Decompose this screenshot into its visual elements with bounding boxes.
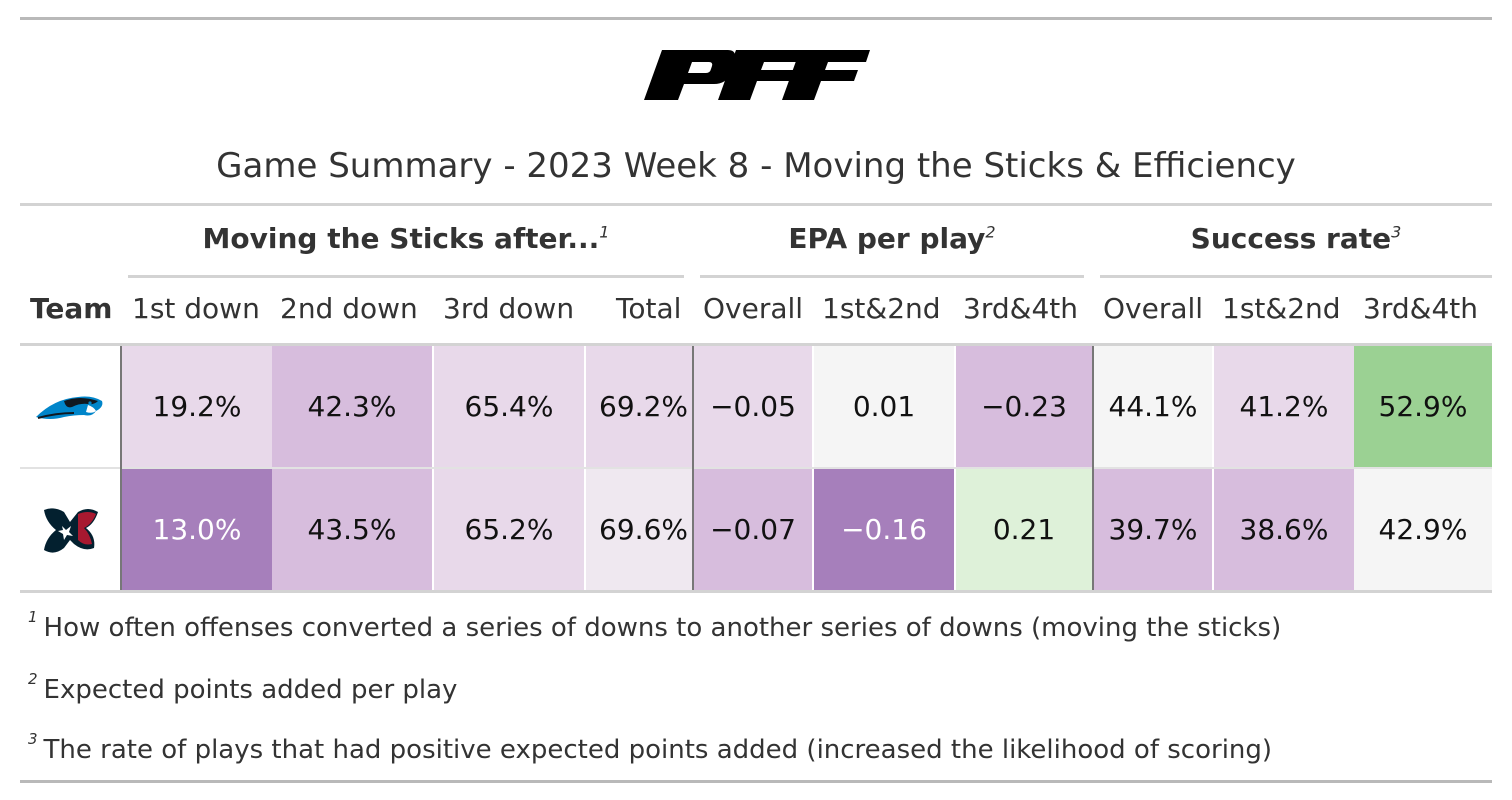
row-divider: [20, 467, 1492, 469]
footnote-text: Expected points added per play: [43, 675, 458, 705]
table-cell: 42.3%: [272, 346, 432, 467]
footnote-1: 1 How often offenses converted a series o…: [28, 608, 1281, 643]
table-cell: 69.6%: [586, 469, 692, 590]
footnote-mark: 1: [28, 608, 38, 626]
spanner-rule: [700, 275, 1084, 278]
column-header-epa-1st-2nd: 1st&2nd: [822, 292, 941, 325]
footnote-text: How often offenses converted a series of…: [43, 613, 1282, 643]
spanner-label: EPA per play: [788, 222, 986, 255]
table-cell: 44.1%: [1094, 346, 1212, 467]
footnote-mark: 1: [599, 222, 610, 242]
column-separator: [692, 346, 694, 590]
footnote-mark: 2: [28, 670, 38, 688]
table-cell: −0.05: [694, 346, 812, 467]
spanner-label: Moving the Sticks after...: [202, 222, 600, 255]
table-cell: 38.6%: [1214, 469, 1354, 590]
column-header-2nd-down: 2nd down: [280, 292, 418, 325]
column-header-total: Total: [616, 292, 682, 325]
carolina-panthers-logo-icon: [36, 396, 103, 419]
column-header-3rd-down: 3rd down: [443, 292, 575, 325]
column-header-1st-down: 1st down: [132, 292, 260, 325]
column-header-epa-overall: Overall: [703, 292, 804, 325]
table-cell: 69.2%: [586, 346, 692, 467]
game-summary-table: Game Summary - 2023 Week 8 - Moving the …: [20, 0, 1492, 800]
table-bottom-rule: [20, 590, 1492, 593]
table-cell: 42.9%: [1354, 469, 1492, 590]
header-rule: [20, 343, 1492, 346]
title-rule: [20, 203, 1492, 206]
column-header-success-1st-2nd: 1st&2nd: [1222, 292, 1341, 325]
table-cell: 0.21: [956, 469, 1092, 590]
table-cell: 13.0%: [122, 469, 272, 590]
table-cell: 65.2%: [434, 469, 584, 590]
houston-texans-logo-icon: [44, 507, 98, 553]
table-row: 19.2% 42.3% 65.4% 69.2% −0.05 0.01 −0.23 44.1% 4…: [20, 346, 1492, 467]
footnote-mark: 3: [1391, 222, 1402, 242]
table-title: Game Summary - 2023 Week 8 - Moving the …: [216, 146, 1296, 186]
footnote-mark: 2: [985, 222, 996, 242]
end-rule: [20, 780, 1492, 783]
table-cell: 43.5%: [272, 469, 432, 590]
pff-logo: [644, 50, 870, 100]
table-cell: −0.07: [694, 469, 812, 590]
table-cell: −0.16: [814, 469, 954, 590]
team-cell: [20, 469, 120, 590]
column-header-success-overall: Overall: [1103, 292, 1204, 325]
column-header-epa-3rd-4th: 3rd&4th: [963, 292, 1078, 325]
table-cell: 41.2%: [1214, 346, 1354, 467]
spanner-moving-the-sticks: Moving the Sticks after...1: [128, 222, 684, 270]
column-header-success-3rd-4th: 3rd&4th: [1363, 292, 1478, 325]
table-cell: 39.7%: [1094, 469, 1212, 590]
footnote-3: 3 The rate of plays that had positive exp…: [28, 730, 1272, 765]
table-row: 13.0% 43.5% 65.2% 69.6% −0.07 −0.16 0.21 39.7% 3…: [20, 469, 1492, 590]
footnote-text: The rate of plays that had positive expe…: [43, 735, 1273, 765]
column-header-team: Team: [30, 292, 113, 325]
column-separator: [120, 346, 122, 590]
table-cell: −0.23: [956, 346, 1092, 467]
team-cell: [20, 346, 120, 467]
spanner-epa-per-play: EPA per play2: [700, 222, 1084, 270]
top-rule: [20, 17, 1492, 20]
spanner-rule: [128, 275, 684, 278]
table-cell: 52.9%: [1354, 346, 1492, 467]
spanner-rule: [1100, 275, 1492, 278]
table-cell: 0.01: [814, 346, 954, 467]
table-cell: 19.2%: [122, 346, 272, 467]
footnote-2: 2 Expected points added per play: [28, 670, 457, 705]
spanner-label: Success rate: [1190, 222, 1392, 255]
footnote-mark: 3: [28, 730, 38, 748]
spanner-success-rate: Success rate3: [1100, 222, 1492, 270]
column-separator: [1092, 346, 1094, 590]
table-cell: 65.4%: [434, 346, 584, 467]
